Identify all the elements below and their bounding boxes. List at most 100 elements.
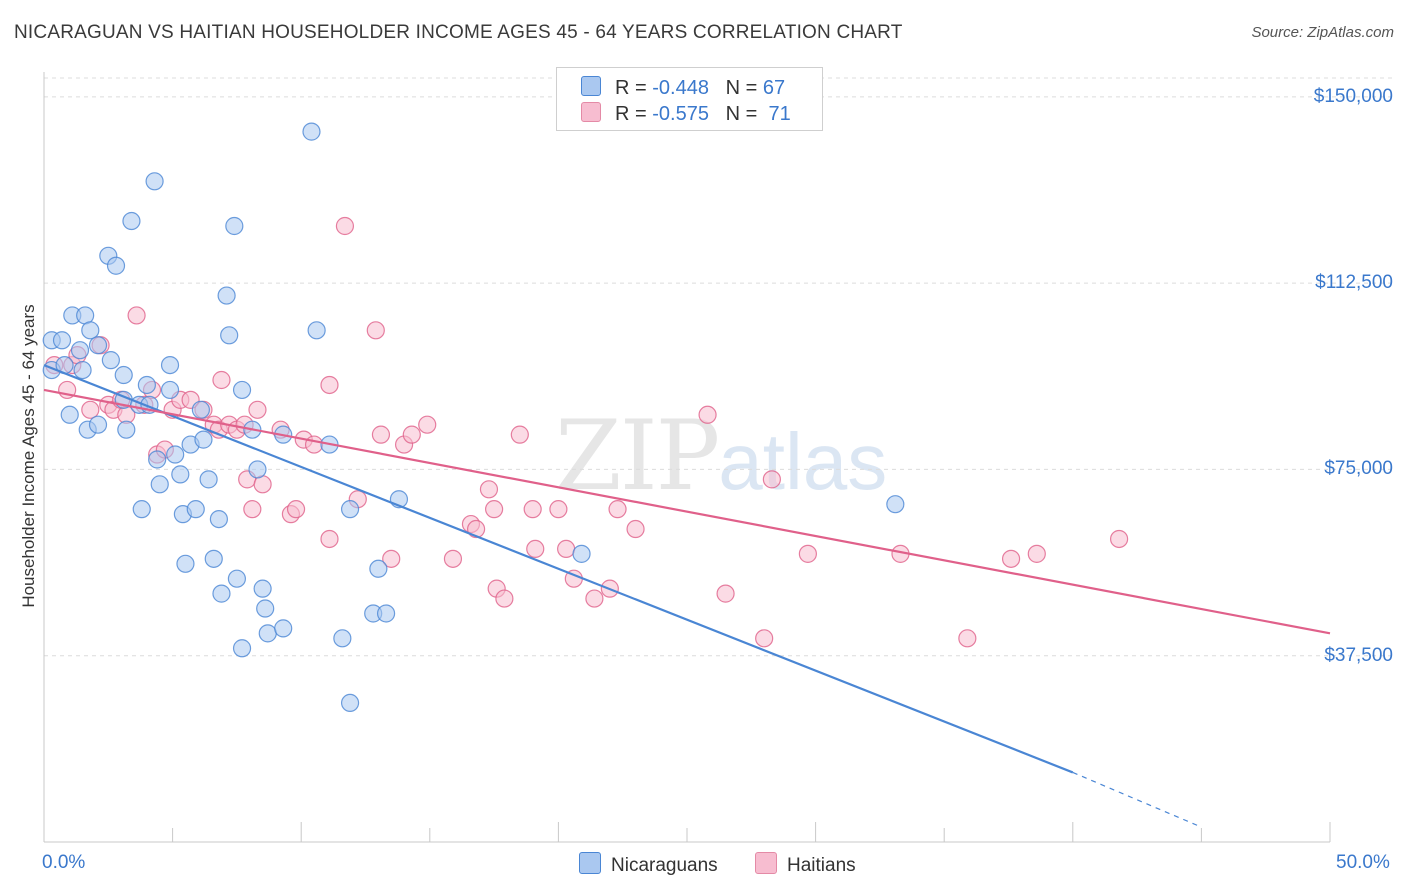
nicaraguans-point [150, 475, 169, 494]
nicaraguans-point [212, 584, 231, 603]
grid-lines [44, 77, 1394, 657]
haitians-point [248, 400, 267, 419]
nicaraguans-point [572, 544, 591, 563]
legend-row-haitians: R = -0.575 N = 71 [581, 102, 791, 126]
haitians-point [549, 500, 568, 519]
haitians-legend-swatch [755, 852, 777, 874]
correlation-legend: R = -0.448 N = 67 R = -0.575 N = 71 [556, 67, 823, 131]
source-credit: Source: ZipAtlas.com [1251, 24, 1394, 41]
y-axis-label: Householder Income Ages 45 - 64 years [19, 304, 38, 608]
haitians-point [626, 519, 645, 539]
haitians-point [798, 544, 817, 563]
haitians-n-value: 71 [768, 103, 791, 125]
nicaraguans-point [209, 509, 228, 529]
haitians-legend-label: Haitians [787, 855, 856, 876]
bottom-legend-haitians: Haitians [755, 852, 856, 877]
nicaraguans-point [225, 216, 244, 236]
nicaraguans-point [106, 256, 126, 275]
nicaraguans-point [253, 579, 272, 598]
nicaraguans-point [114, 365, 133, 385]
nicaraguans-point [307, 321, 326, 340]
haitians-point [716, 584, 735, 603]
nicaraguans-point [232, 380, 252, 400]
haitians-point [466, 519, 486, 539]
nicaraguans-point [274, 619, 293, 638]
chart-title: NICARAGUAN VS HAITIAN HOUSEHOLDER INCOME… [14, 22, 903, 43]
haitians-point [526, 539, 545, 559]
haitians-r-value: -0.575 [652, 103, 709, 125]
haitians-point [608, 500, 627, 519]
haitians-trend-line [43, 388, 1331, 635]
nicaraguans-point [101, 351, 120, 370]
haitians-point [320, 375, 339, 395]
haitians-point [698, 405, 717, 424]
nicaraguans-point [258, 624, 277, 643]
nicaraguans-point [132, 500, 151, 519]
haitians-point [585, 589, 604, 608]
nicaraguans-point [340, 693, 360, 713]
watermark-zip: ZIP [555, 400, 720, 512]
nicaraguans-point [60, 405, 79, 424]
haitians-point [127, 306, 146, 325]
n-label: N = [725, 103, 758, 125]
haitians-point [958, 629, 977, 648]
nicaraguans-point [148, 450, 167, 469]
haitians-point [557, 539, 576, 559]
r-label: R = [615, 103, 647, 125]
nicaraguans-point [166, 445, 185, 464]
haitians-point [212, 370, 231, 390]
nicaraguans-point [340, 500, 360, 519]
x-axis [43, 72, 1331, 843]
nicaraguans-point [171, 465, 190, 484]
haitians-point [479, 480, 499, 499]
haitians-point [81, 400, 100, 419]
nicaraguans-point [217, 286, 236, 305]
nicaraguans-point [160, 380, 180, 400]
legend-row-nicaraguans: R = -0.448 N = 67 [581, 76, 785, 100]
nicaraguans-point [376, 604, 396, 623]
nicaraguans-point [199, 470, 218, 489]
nicaraguans-point [191, 400, 210, 419]
r-label: R = [615, 77, 647, 99]
haitians-point [523, 500, 542, 519]
nicaraguans-point [73, 360, 92, 380]
haitians-point [243, 500, 262, 519]
nicaraguans-point [137, 375, 156, 395]
y-tick-label: $112,500 [1315, 272, 1393, 294]
nicaraguans-point [220, 326, 239, 345]
haitians-point [762, 470, 781, 489]
trend-lines [43, 364, 1331, 828]
nicaraguans-swatch [581, 76, 601, 96]
zipatlas-watermark: ZIPatlas [555, 400, 887, 512]
haitians-point [402, 425, 421, 444]
nicaraguans-point [176, 554, 195, 573]
nicaraguans-legend-swatch [579, 852, 601, 874]
haitians-point [286, 500, 306, 519]
watermark-atlas: atlas [718, 417, 888, 506]
nicaraguans-point [248, 460, 267, 479]
nicaraguans-point [88, 415, 108, 434]
haitians-point [418, 415, 437, 434]
haitians-point [510, 425, 529, 444]
x-tick-label-max: 50.0% [1336, 852, 1390, 873]
haitians-point [755, 629, 774, 648]
nicaraguans-r-value: -0.448 [652, 77, 709, 99]
nicaraguans-point [232, 639, 252, 658]
nicaraguans-point [333, 629, 352, 648]
haitians-point [495, 589, 514, 608]
haitians-point [320, 529, 339, 549]
nicaraguans-point [160, 355, 180, 375]
haitians-point [304, 435, 324, 454]
haitians-point [335, 216, 355, 236]
haitians-swatch [581, 102, 601, 122]
nicaraguans-point [227, 569, 246, 588]
nicaraguans-n-value: 67 [762, 77, 786, 99]
haitians-point [366, 321, 385, 340]
haitians-point [371, 425, 391, 444]
bottom-legend-nicaraguans: Nicaraguans [579, 852, 718, 877]
nicaraguans-point [369, 559, 388, 578]
nicaraguans-point [88, 336, 108, 355]
nicaraguans-point [145, 172, 164, 191]
nicaraguans-trend-line [43, 364, 1074, 774]
